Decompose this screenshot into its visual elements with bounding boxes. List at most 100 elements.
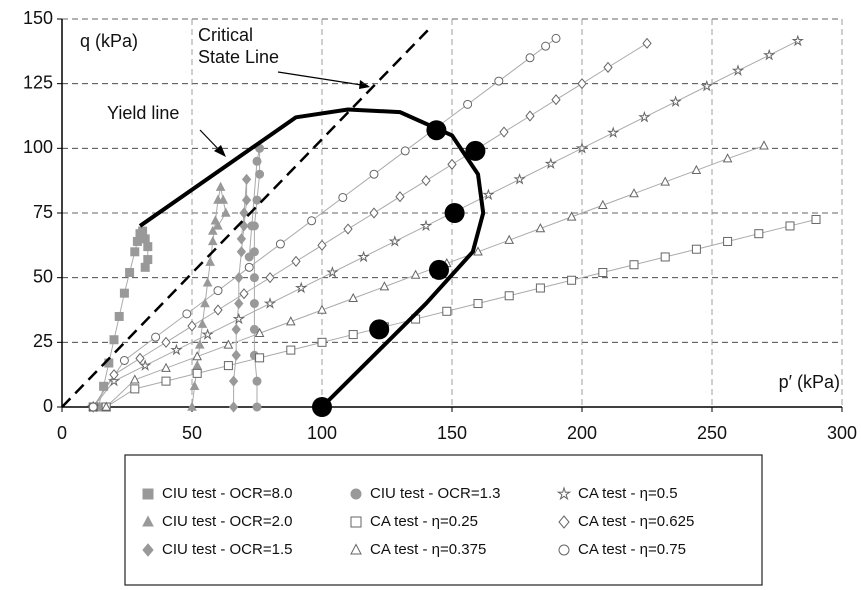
marker xyxy=(135,352,145,364)
series-line xyxy=(92,42,648,408)
arrow-head xyxy=(359,80,370,89)
marker xyxy=(566,211,577,221)
marker xyxy=(130,384,140,394)
marker xyxy=(119,355,129,365)
y-tick-label: 50 xyxy=(33,266,53,286)
marker xyxy=(535,283,545,293)
marker xyxy=(239,207,249,219)
marker xyxy=(252,376,262,386)
marker xyxy=(197,318,208,328)
legend-label: CA test - η=0.75 xyxy=(578,541,686,558)
marker xyxy=(138,226,148,236)
marker xyxy=(129,374,140,384)
marker xyxy=(228,401,239,413)
legend-label: CIU test - OCR=1.3 xyxy=(370,485,500,502)
marker xyxy=(759,140,769,150)
marker xyxy=(194,339,205,349)
marker xyxy=(255,353,265,363)
marker xyxy=(762,48,776,61)
marker xyxy=(499,126,509,138)
marker xyxy=(338,192,348,202)
legend-label: CA test - η=0.375 xyxy=(370,541,486,558)
marker xyxy=(660,176,671,186)
marker xyxy=(275,239,285,249)
yield-point xyxy=(312,397,332,417)
marker xyxy=(231,349,241,361)
annotation: Critical State Line xyxy=(198,25,280,67)
marker xyxy=(201,328,214,340)
marker xyxy=(638,110,651,123)
marker xyxy=(192,368,202,378)
y-tick-label: 125 xyxy=(23,72,53,92)
marker xyxy=(369,169,379,179)
marker xyxy=(109,335,119,345)
marker xyxy=(410,269,421,279)
marker xyxy=(151,332,161,342)
marker xyxy=(603,61,613,73)
legend-label: CA test - η=0.625 xyxy=(578,513,694,530)
marker xyxy=(143,242,153,252)
marker xyxy=(525,110,535,122)
marker xyxy=(541,41,551,51)
marker xyxy=(731,64,745,76)
x-axis-label: p′ (kPa) xyxy=(779,372,840,392)
marker xyxy=(504,234,515,244)
x-tick-label: 200 xyxy=(567,423,597,443)
marker xyxy=(192,360,203,370)
marker xyxy=(350,488,362,500)
marker xyxy=(255,169,265,179)
x-tick-label: 0 xyxy=(57,423,67,443)
marker xyxy=(504,291,514,301)
marker xyxy=(252,402,262,412)
legend-label: CIU test - OCR=2.0 xyxy=(162,513,292,530)
marker xyxy=(252,156,262,166)
marker xyxy=(220,207,231,217)
marker xyxy=(791,34,805,47)
marker xyxy=(161,376,171,386)
x-tick-label: 100 xyxy=(307,423,337,443)
marker xyxy=(535,223,546,233)
marker xyxy=(236,246,247,258)
marker xyxy=(577,78,587,90)
marker xyxy=(811,214,821,224)
marker xyxy=(109,369,119,381)
annotation: Yield line xyxy=(107,103,179,123)
marker xyxy=(513,173,526,185)
marker xyxy=(125,267,135,277)
marker xyxy=(223,339,234,349)
yield-line xyxy=(138,107,486,409)
marker xyxy=(597,199,608,209)
marker xyxy=(419,219,433,232)
marker xyxy=(213,286,223,296)
marker xyxy=(247,221,257,231)
marker xyxy=(244,252,254,262)
marker xyxy=(291,255,301,267)
yield-point xyxy=(426,120,447,141)
legend: CIU test - OCR=8.0 CIU test - OCR=2.0 CIU … xyxy=(142,485,694,558)
y-tick-label: 0 xyxy=(43,396,53,416)
marker xyxy=(241,194,252,206)
legend-label: CA test - η=0.25 xyxy=(370,513,478,530)
marker xyxy=(215,181,226,191)
marker xyxy=(265,272,275,284)
marker xyxy=(213,220,223,230)
marker xyxy=(234,297,244,310)
arrow-head xyxy=(214,145,226,157)
marker xyxy=(207,225,218,235)
marker xyxy=(202,277,213,287)
marker xyxy=(138,359,152,371)
marker xyxy=(285,316,296,326)
marker xyxy=(447,158,457,170)
marker xyxy=(244,262,254,272)
marker xyxy=(200,298,210,308)
marker xyxy=(463,99,473,109)
marker xyxy=(307,216,317,226)
marker xyxy=(369,207,379,219)
marker xyxy=(421,175,431,187)
marker xyxy=(350,516,362,528)
marker xyxy=(723,236,733,246)
marker xyxy=(140,234,150,244)
y-tick-label: 100 xyxy=(23,137,53,157)
